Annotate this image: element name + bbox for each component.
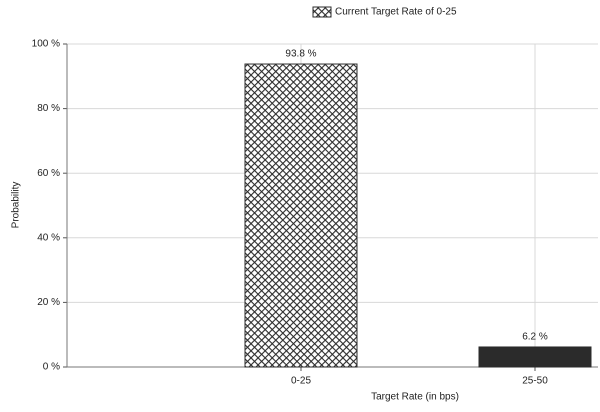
x-tick-label: 0-25 — [291, 376, 311, 387]
y-axis-label: Probability — [11, 182, 22, 229]
value-label: 93.8 % — [285, 49, 316, 60]
y-tick-label: 20 % — [37, 297, 60, 308]
legend-label: Current Target Rate of 0-25 — [335, 7, 457, 18]
y-tick-label: 100 % — [32, 39, 60, 50]
bar — [244, 63, 358, 368]
y-tick-label: 0 % — [43, 362, 60, 373]
y-tick-label: 60 % — [37, 168, 60, 179]
bar — [478, 346, 592, 368]
x-axis-label: Target Rate (in bps) — [371, 392, 459, 403]
value-label: 6.2 % — [522, 332, 548, 343]
y-tick-label: 40 % — [37, 232, 60, 243]
legend-swatch — [312, 6, 332, 18]
x-tick-label: 25-50 — [522, 376, 548, 387]
y-tick-label: 80 % — [37, 103, 60, 114]
